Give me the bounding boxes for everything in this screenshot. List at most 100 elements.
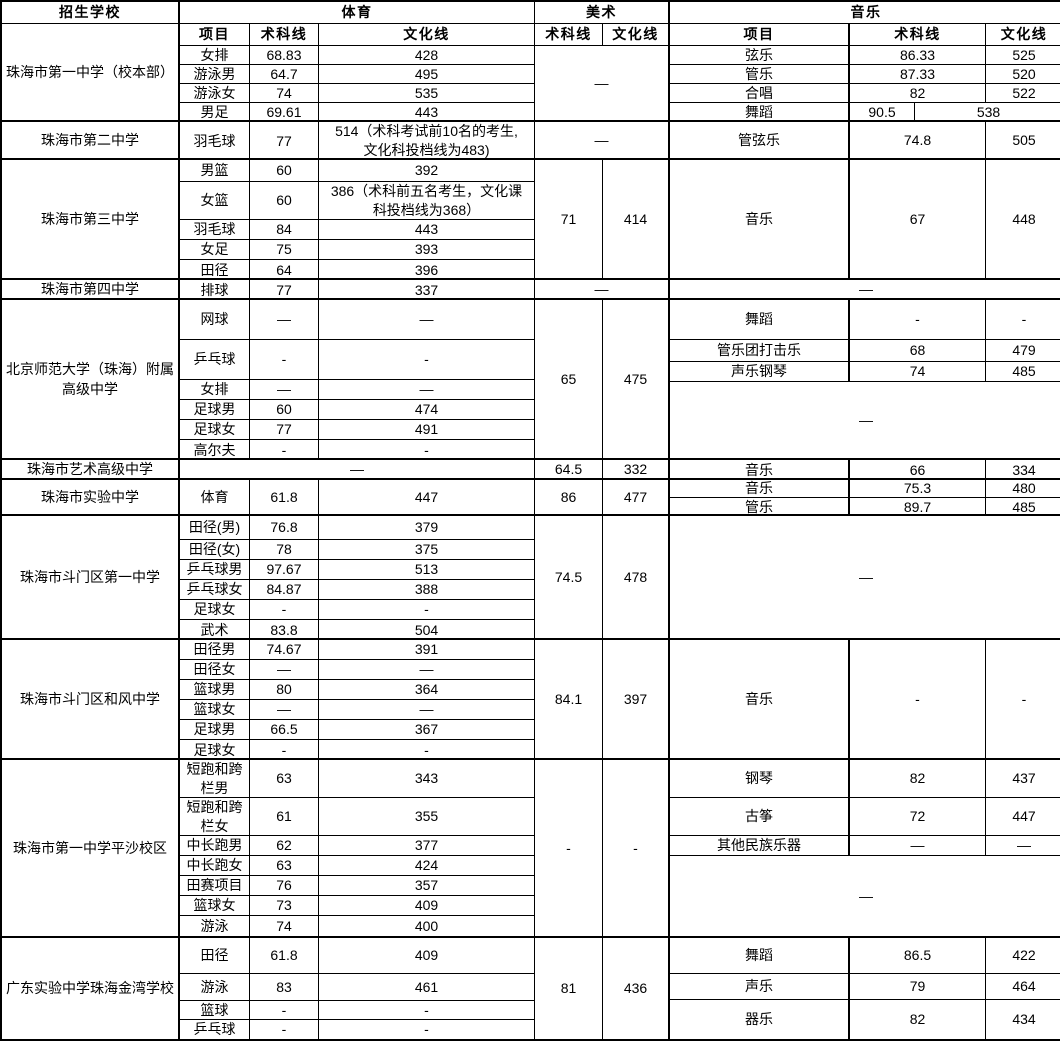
sport-item: 足球女	[180, 600, 250, 619]
sport-culture-value: 443	[319, 220, 535, 239]
sport-item: 游泳	[180, 974, 250, 1000]
sport-culture-value: 409	[319, 938, 535, 973]
sport-skill-value: 68.83	[250, 46, 319, 64]
sport-skill-value: 61	[250, 798, 319, 835]
school-section: 排球 77 337— —	[180, 280, 1060, 300]
sport-subtable: 女排 68.83 428 游泳男 64.7 495 游泳女 74 535 男足 69.61 443	[180, 46, 535, 122]
art-skill-value: -	[535, 760, 603, 936]
sport-item: 羽毛球	[180, 220, 250, 239]
art-skill-value: 84.1	[535, 640, 603, 758]
music-culture-value: 437	[1012, 770, 1036, 787]
sport-item: 乒乓球女	[180, 580, 250, 599]
sport-item: 乒乓球	[180, 340, 250, 379]
sport-skill-value: —	[250, 380, 319, 399]
sport-subtable: 排球 77 337	[180, 280, 535, 300]
music-skill-value: 74	[850, 362, 986, 381]
sport-item: 男篮	[180, 160, 250, 181]
music-culture-value: -	[1021, 690, 1027, 707]
music-row: 舞蹈 90.5 538	[670, 103, 1060, 122]
sport-row: 中长跑女 63 424	[180, 856, 535, 876]
header-sport-culture: 文化线	[319, 24, 535, 45]
sport-skill-value: 83.8	[250, 620, 319, 640]
sport-subtable: 短跑和跨栏男 63 343 短跑和跨栏女 61 355 中长跑男 62 377 中长跑女 63 424…	[180, 760, 535, 937]
music-skill-value: 79	[850, 974, 986, 999]
music-row: 音乐 75.3 480	[670, 480, 1060, 498]
music-row: 合唱 82 522	[670, 84, 1060, 103]
sport-row: 短跑和跨栏男 63 343	[180, 760, 535, 798]
music-row: 声乐 79 464	[670, 974, 1060, 1000]
art-skill-value: 65	[535, 300, 603, 458]
music-item: 声乐钢琴	[670, 362, 850, 381]
sport-item: 女篮	[180, 182, 250, 219]
music-item: 钢琴	[670, 760, 850, 797]
sport-row: 体育 61.8 447	[180, 480, 535, 514]
data-columns: 项目 术科线 文化线 术科线 文化线 项目 术科线 文化线 女排 68.83 428…	[180, 24, 1060, 1039]
music-skill-value: 90.5	[850, 103, 915, 122]
music-culture-value: 434	[1012, 1011, 1036, 1028]
sport-row: 篮球女 73 409	[180, 896, 535, 916]
sport-row: 女足 75 393	[180, 240, 535, 260]
sport-skill-value: 63	[250, 856, 319, 875]
sport-skill-value: —	[250, 700, 319, 719]
music-row: —	[670, 856, 1060, 936]
art-skill-value: 81	[535, 938, 603, 1039]
art-merged-value: —	[535, 280, 670, 298]
sport-row: 田径(女) 78 375	[180, 540, 535, 560]
header-subrow: 项目 术科线 文化线 术科线 文化线 项目 术科线 文化线	[180, 24, 1060, 46]
music-row: 音乐 - -	[670, 640, 1060, 758]
school-section: 羽毛球 77 514（术科考试前10名的考生, 文化科投档线为483) — 管弦乐 74.…	[180, 122, 1060, 160]
sport-culture-value: 535	[319, 84, 535, 102]
sport-skill-value: 75	[250, 240, 319, 259]
sport-row: 游泳 83 461	[180, 974, 535, 1001]
sport-skill-value: -	[250, 600, 319, 619]
music-item: 管乐	[670, 65, 850, 83]
music-row: 音乐 67 448	[670, 160, 1060, 278]
music-row: 管乐 87.33 520	[670, 65, 1060, 84]
sport-subtable: 网球 — — 乒乓球 - - 女排 — — 足球男 60 474 足球女 77 491 高尔夫 - -	[180, 300, 535, 460]
sport-culture-value: 396	[319, 260, 535, 280]
sport-subtable: 田径 61.8 409 游泳 83 461 篮球 - - 乒乓球 - -	[180, 938, 535, 1039]
sport-item: 田径	[180, 938, 250, 973]
sport-item: 高尔夫	[180, 440, 250, 460]
sport-culture-value: 379	[319, 516, 535, 539]
header-group-art: 美术	[535, 2, 670, 23]
music-item: 弦乐	[670, 46, 850, 64]
sport-row: 排球 77 337	[180, 280, 535, 300]
music-skill-value: 82	[850, 760, 986, 797]
sport-row: 游泳 74 400	[180, 916, 535, 937]
sport-item: 羽毛球	[180, 122, 250, 160]
music-row: 管乐 89.7 485	[670, 498, 1060, 516]
sport-skill-value: 84	[250, 220, 319, 239]
header-music-culture: 文化线	[1000, 26, 1048, 43]
sport-culture-value: 391	[319, 640, 535, 659]
art-culture-value: 436	[603, 938, 670, 1039]
sport-culture-value: 428	[319, 46, 535, 64]
music-skill-value: 66	[850, 460, 986, 480]
sport-row: 足球女 77 491	[180, 420, 535, 440]
sport-item: 短跑和跨栏女	[180, 798, 250, 835]
art-culture-value: 332	[603, 460, 670, 478]
music-culture-value: 505	[1012, 131, 1036, 148]
sport-row: 田径女 — —	[180, 660, 535, 680]
school-name: 珠海市艺术高级中学	[2, 460, 178, 480]
sport-skill-value: 60	[250, 400, 319, 419]
sport-skill-value: 73	[250, 896, 319, 915]
sport-item: 田径男	[180, 640, 250, 659]
music-culture-value: 448	[1012, 210, 1036, 227]
sport-item: 中长跑男	[180, 836, 250, 855]
sport-subtable: 田径男 74.67 391 田径女 — — 篮球男 80 364 篮球女 — — 足球男 66.5 367 足…	[180, 640, 535, 760]
sport-row: 中长跑男 62 377	[180, 836, 535, 856]
music-item: 管弦乐	[670, 122, 850, 158]
school-section: 网球 — — 乒乓球 - - 女排 — — 足球男 60 474 足球女 77 491 高尔夫 - -65 475 舞…	[180, 300, 1060, 460]
sport-skill-value: 74	[250, 916, 319, 937]
school-name: 珠海市第一中学平沙校区	[2, 760, 178, 938]
music-culture-value: 538	[976, 104, 1001, 121]
music-culture-value: 485	[1012, 363, 1036, 380]
sport-item: 游泳男	[180, 65, 250, 83]
sport-row: 游泳男 64.7 495	[180, 65, 535, 84]
school-name: 珠海市第一中学（校本部）	[2, 24, 178, 122]
sport-culture-value: 474	[319, 400, 535, 419]
sport-subtable: 体育 61.8 447	[180, 480, 535, 514]
music-skill-value: -	[850, 640, 986, 758]
